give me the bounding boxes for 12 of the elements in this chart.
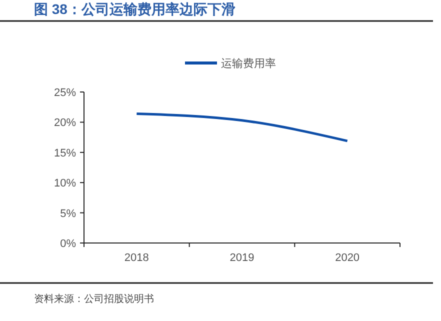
y-tick-label: 10% bbox=[54, 178, 76, 190]
y-tick-label: 5% bbox=[60, 208, 76, 220]
y-tick-label: 20% bbox=[54, 117, 76, 130]
x-tick-label: 2020 bbox=[335, 252, 360, 264]
y-tick-label: 25% bbox=[54, 87, 76, 99]
x-tick-label: 2018 bbox=[124, 252, 149, 264]
legend-label: 运输费用率 bbox=[221, 57, 276, 70]
text: 资料来源：公司招股说明书 bbox=[34, 293, 154, 305]
y-tick-label: 0% bbox=[60, 238, 76, 250]
y-tick-label: 15% bbox=[54, 147, 76, 160]
x-tick-label: 2019 bbox=[230, 252, 254, 264]
chart-title: 图 38：公司运输费用率边际下滑 bbox=[34, 1, 236, 17]
